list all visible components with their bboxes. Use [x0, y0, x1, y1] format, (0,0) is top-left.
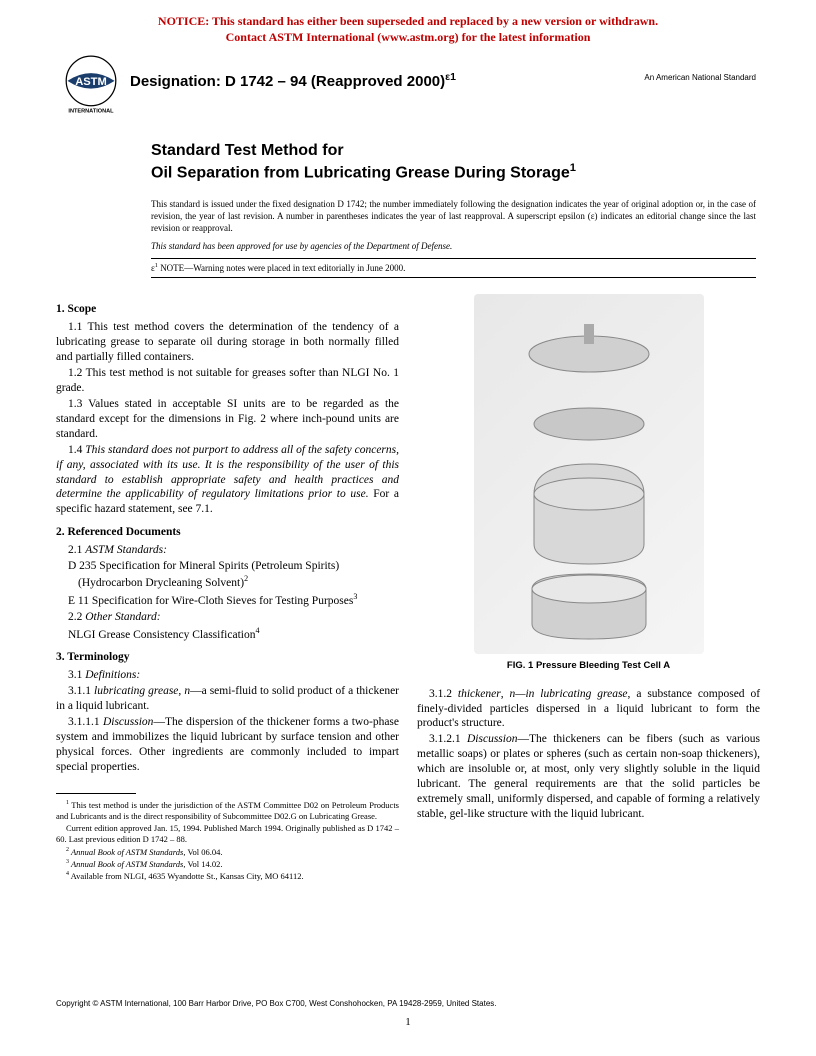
title-block: Standard Test Method for Oil Separation … — [0, 115, 816, 183]
intro-para1: This standard is issued under the fixed … — [151, 198, 756, 234]
national-standard-label: An American National Standard — [644, 73, 756, 82]
footnote-4: 4 Available from NLGI, 4635 Wyandotte St… — [56, 870, 399, 882]
designation-text: Designation: D 1742 – 94 (Reapproved 200… — [130, 73, 445, 90]
left-column: 1. Scope 1.1 This test method covers the… — [56, 294, 399, 882]
copyright: Copyright © ASTM International, 100 Barr… — [56, 999, 497, 1008]
page-number: 1 — [405, 1016, 411, 1028]
footnote-3: 3 Annual Book of ASTM Standards, Vol 14.… — [56, 858, 399, 870]
figure-1-image — [474, 294, 704, 654]
right-column: FIG. 1 Pressure Bleeding Test Cell A 3.1… — [417, 294, 760, 882]
svg-text:ASTM: ASTM — [75, 76, 107, 88]
footnotes: 1 This test method is under the jurisdic… — [56, 799, 399, 883]
astm-logo: ASTM INTERNATIONAL — [60, 53, 122, 115]
supersession-notice: NOTICE: This standard has either been su… — [0, 0, 816, 53]
title-line2: Oil Separation from Lubricating Grease D… — [151, 161, 756, 183]
figure-1-caption: FIG. 1 Pressure Bleeding Test Cell A — [417, 660, 760, 672]
footnote-1: 1 This test method is under the jurisdic… — [56, 799, 399, 823]
para-1-1: 1.1 This test method covers the determin… — [56, 320, 399, 365]
para-1-2: 1.2 This test method is not suitable for… — [56, 366, 399, 396]
figure-1: FIG. 1 Pressure Bleeding Test Cell A — [417, 294, 760, 672]
notice-line2: Contact ASTM International (www.astm.org… — [226, 30, 591, 44]
body-columns: 1. Scope 1.1 This test method covers the… — [0, 278, 816, 882]
para-3-1-2-1: 3.1.2.1 Discussion—The thickeners can be… — [417, 732, 760, 822]
scope-heading: 1. Scope — [56, 302, 399, 317]
ref-d235: D 235 Specification for Mineral Spirits … — [56, 559, 399, 591]
para-1-4: 1.4 This standard does not purport to ad… — [56, 443, 399, 518]
refdocs-heading: 2. Referenced Documents — [56, 525, 399, 540]
document-header: ASTM INTERNATIONAL Designation: D 1742 –… — [0, 53, 816, 115]
footnote-2: 2 Annual Book of ASTM Standards, Vol 06.… — [56, 846, 399, 858]
intro-block: This standard is issued under the fixed … — [0, 184, 816, 279]
intro-para2: This standard has been approved for use … — [151, 240, 756, 252]
para-3-1-1-1: 3.1.1.1 Discussion—The dispersion of the… — [56, 715, 399, 775]
designation: Designation: D 1742 – 94 (Reapproved 200… — [130, 53, 456, 90]
editorial-note: ε1 NOTE—Warning notes were placed in tex… — [151, 258, 756, 278]
para-3-1-1: 3.1.1 lubricating grease, n—a semi-fluid… — [56, 684, 399, 714]
para-2-2: 2.2 Other Standard: — [56, 610, 399, 625]
footnote-separator — [56, 793, 136, 794]
terminology-heading: 3. Terminology — [56, 650, 399, 665]
para-3-1-2: 3.1.2 thickener, n—in lubricating grease… — [417, 687, 760, 732]
title-line1: Standard Test Method for — [151, 141, 756, 161]
para-2-1: 2.1 ASTM Standards: — [56, 543, 399, 558]
footnote-1b: Current edition approved Jan. 15, 1994. … — [56, 823, 399, 846]
ref-e11: E 11 Specification for Wire-Cloth Sieves… — [56, 592, 399, 609]
para-3-1: 3.1 Definitions: — [56, 668, 399, 683]
notice-line1: NOTICE: This standard has either been su… — [158, 14, 658, 28]
designation-epsilon: ε1 — [445, 71, 456, 83]
ref-nlgi: NLGI Grease Consistency Classification4 — [56, 626, 399, 643]
svg-text:INTERNATIONAL: INTERNATIONAL — [68, 109, 114, 115]
para-1-3: 1.3 Values stated in acceptable SI units… — [56, 397, 399, 442]
